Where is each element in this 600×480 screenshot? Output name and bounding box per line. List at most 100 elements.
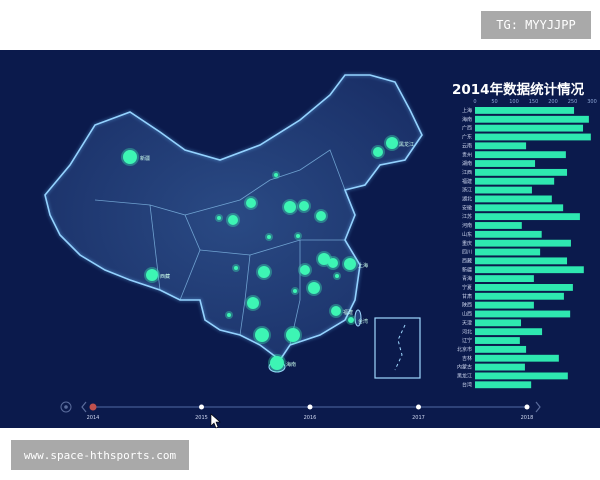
category-label: 甘肃	[462, 293, 472, 300]
category-label: 河南	[462, 222, 472, 229]
x-tick-label: 300	[587, 99, 597, 105]
province-border	[199, 239, 345, 256]
city-bubble[interactable]	[246, 198, 256, 208]
timeline-year-2018[interactable]	[524, 404, 530, 410]
timeline-year-label: 2016	[304, 415, 317, 421]
play-circle-icon[interactable]	[60, 401, 72, 413]
timeline-year-label: 2014	[87, 415, 100, 421]
taiwan-island	[354, 309, 362, 327]
bar-27	[475, 345, 527, 353]
category-label: 吉林	[462, 355, 472, 362]
bar-16	[475, 248, 541, 256]
category-label: 山东	[462, 231, 472, 238]
chevron-right-icon[interactable]	[535, 401, 541, 413]
bar-21	[475, 292, 564, 300]
city-bubble[interactable]	[255, 328, 269, 342]
bar-3	[475, 133, 591, 141]
province-border	[239, 254, 251, 336]
city-bubble[interactable]	[335, 274, 339, 278]
x-tick-label: 0	[473, 99, 476, 105]
timeline-year-2017[interactable]	[416, 404, 421, 410]
bar-30	[475, 372, 568, 380]
timeline-year-2014[interactable]	[89, 403, 97, 411]
watermark-top: TG: MYYJJPP	[481, 11, 591, 39]
city-bubble[interactable]	[284, 201, 296, 213]
city-bubble[interactable]	[247, 297, 259, 309]
city-bubble[interactable]	[331, 306, 341, 316]
bar-12	[475, 213, 580, 221]
city-bubble[interactable]	[274, 173, 278, 177]
timeline-year-label: 2017	[412, 415, 425, 421]
category-label: 新疆	[462, 266, 472, 273]
category-label: 辽宁	[462, 337, 472, 344]
bar-2	[475, 124, 584, 132]
city-bubble[interactable]	[348, 317, 354, 323]
map-label: 上海	[358, 262, 368, 269]
category-label: 湖北	[462, 196, 472, 203]
city-bubble[interactable]	[286, 328, 300, 342]
province-border	[184, 149, 346, 216]
city-bubble[interactable]	[293, 289, 297, 293]
category-label: 北京市	[457, 346, 472, 353]
city-bubble[interactable]	[296, 234, 300, 238]
bar-10	[475, 195, 552, 203]
category-label: 贵州	[462, 151, 472, 158]
bar-5	[475, 151, 566, 159]
city-bubble[interactable]	[299, 201, 309, 211]
city-bubble[interactable]	[217, 216, 221, 220]
map-label: 西藏	[160, 273, 170, 280]
map-glow	[43, 73, 424, 363]
city-bubble[interactable]	[146, 269, 158, 281]
province-border	[149, 204, 161, 291]
city-bubble[interactable]	[308, 282, 320, 294]
bar-22	[475, 301, 534, 309]
city-bubble[interactable]	[328, 258, 338, 268]
bar-7	[475, 168, 568, 176]
bar-24	[475, 319, 522, 327]
city-bubble[interactable]	[344, 258, 356, 270]
bar-0	[475, 107, 575, 114]
city-bubble[interactable]	[318, 253, 330, 265]
city-bubble[interactable]	[123, 150, 137, 164]
mouse-cursor-icon	[210, 413, 221, 429]
bar-31	[475, 381, 532, 389]
city-bubble[interactable]	[300, 265, 310, 275]
bar-25	[475, 328, 543, 336]
bar-4	[475, 142, 527, 150]
category-label: 海南	[462, 116, 472, 123]
bar-13	[475, 222, 522, 229]
bar-19	[475, 275, 534, 282]
city-bubble[interactable]	[258, 266, 270, 278]
city-bubble[interactable]	[234, 266, 238, 270]
south-china-sea-inset	[374, 317, 421, 379]
bar-8	[475, 177, 555, 185]
city-bubble[interactable]	[316, 211, 326, 221]
timeline-year-2015[interactable]	[199, 404, 204, 410]
category-label: 河北	[462, 328, 472, 335]
city-bubble[interactable]	[373, 147, 383, 157]
bar-28	[475, 354, 559, 362]
category-label: 天津	[462, 319, 472, 326]
bar-17	[475, 257, 568, 265]
chevron-left-icon[interactable]	[81, 401, 87, 413]
category-label: 湖南	[462, 160, 472, 167]
city-bubble[interactable]	[386, 137, 398, 149]
category-label: 四川	[462, 250, 472, 256]
map-label: 海南	[286, 361, 296, 368]
timeline-year-2016[interactable]	[307, 404, 313, 410]
category-label: 重庆	[462, 240, 472, 247]
bar-20	[475, 284, 573, 291]
bar-18	[475, 266, 584, 274]
category-label: 广东	[462, 134, 472, 141]
city-bubble[interactable]	[270, 356, 284, 370]
city-bubble[interactable]	[267, 235, 271, 239]
category-label: 福建	[462, 178, 472, 185]
city-bubble[interactable]	[228, 215, 238, 225]
bar-14	[475, 230, 542, 238]
category-label: 宁夏	[462, 284, 472, 291]
chart-title: 2014年数据统计情况	[452, 82, 585, 98]
watermark-bottom: www.space-hthsports.com	[11, 440, 189, 470]
map-label: 福建	[343, 309, 353, 316]
city-bubble[interactable]	[227, 313, 231, 317]
bar-11	[475, 204, 564, 212]
